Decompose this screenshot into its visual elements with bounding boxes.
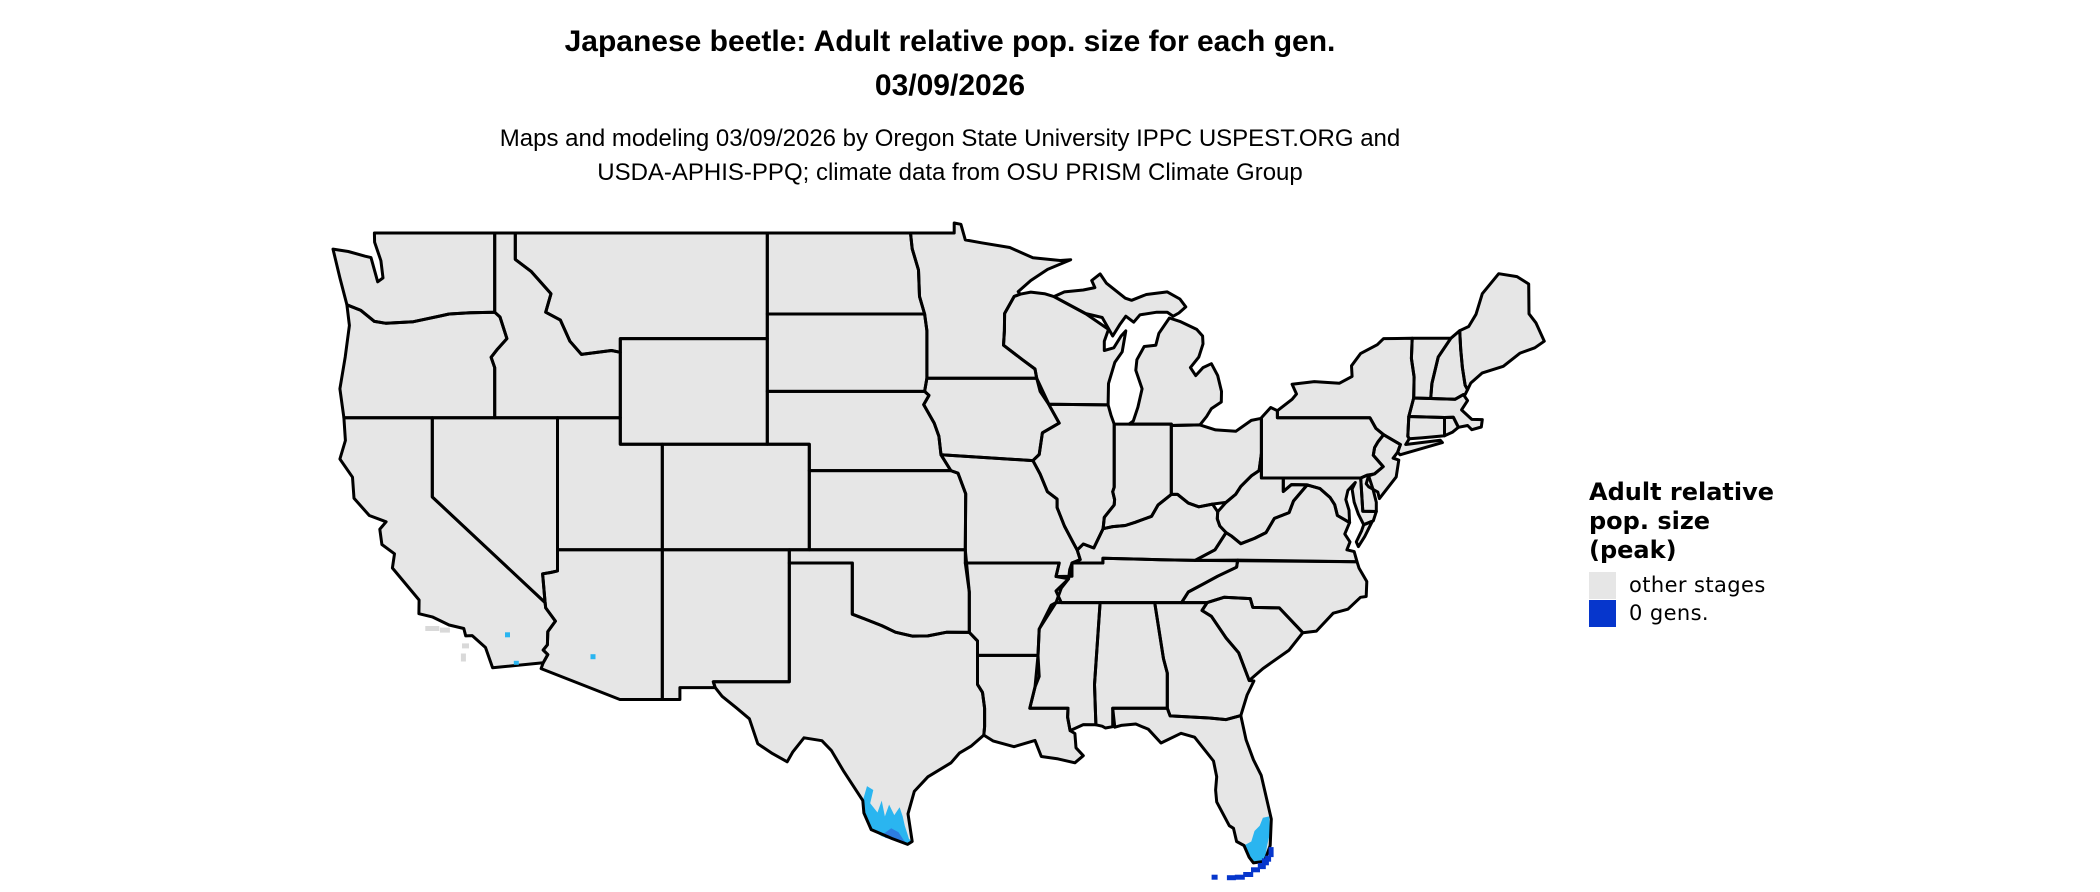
state-fill-indiana	[1103, 424, 1172, 529]
state-fill-nebraska	[767, 391, 951, 471]
legend-item-other-stages: other stages	[1589, 571, 1774, 599]
legend-title-line3: (peak)	[1589, 536, 1677, 564]
state-fill-montana	[515, 233, 768, 355]
state-fill-new-york	[1277, 338, 1443, 455]
legend-item-0-gens: 0 gens.	[1589, 599, 1774, 627]
state-fill-pennsylvania	[1261, 407, 1384, 478]
state-border-maine	[1458, 272, 1546, 392]
state-fill-georgia	[1154, 602, 1254, 720]
state-fill-missouri	[941, 454, 1081, 577]
legend-title-line1: Adult relative	[1589, 478, 1775, 506]
state-fill-washington	[333, 233, 495, 324]
state-border-north-carolina	[1180, 558, 1369, 635]
south-texas-pop-mid	[883, 828, 908, 845]
state-fill-mississippi	[1029, 602, 1101, 731]
map-title-line1: Japanese beetle: Adult relative pop. siz…	[564, 25, 1336, 58]
florida-keys-dot	[1234, 874, 1245, 880]
state-fill-tennessee	[1056, 558, 1238, 603]
florida-coast-zero-speck	[1265, 855, 1272, 862]
map-legend: Adult relative pop. size (peak) other st…	[1589, 478, 1774, 627]
state-fill-texas	[713, 563, 985, 845]
state-border-new-jersey	[1364, 433, 1402, 501]
state-fill-vermont	[1411, 338, 1451, 399]
imperial-valley-pop-low-speck	[513, 660, 519, 665]
state-fill-minnesota	[910, 223, 1071, 379]
south-florida-pop-low	[1244, 816, 1271, 863]
map-title: Japanese beetle: Adult relative pop. siz…	[0, 20, 1900, 108]
state-fill-utah	[557, 417, 663, 550]
map-title-date: 03/09/2026	[874, 69, 1026, 102]
state-border-virginia-eastern-shore	[1354, 519, 1374, 549]
state-border-michigan-upper	[1052, 272, 1188, 338]
state-fill-colorado	[662, 444, 810, 550]
state-fill-south-dakota	[767, 314, 927, 392]
state-fill-maine	[1459, 273, 1545, 390]
state-fill-ohio	[1171, 418, 1262, 507]
state-fill-michigan-lower	[1129, 318, 1222, 426]
state-fill-south-carolina	[1202, 597, 1303, 681]
state-fill-wyoming	[620, 338, 768, 445]
florida-keys-dot	[1243, 872, 1254, 877]
channel-island	[462, 643, 469, 649]
state-border-maryland	[1281, 476, 1378, 527]
state-fill-connecticut	[1407, 416, 1445, 439]
state-fill-delaware	[1360, 475, 1377, 512]
state-fill-arkansas	[965, 563, 1069, 656]
state-border-florida	[1111, 706, 1273, 865]
state-fill-north-carolina	[1181, 560, 1367, 633]
state-border-arizona	[539, 548, 664, 701]
arizona-pop-low-speck	[590, 654, 596, 660]
channel-island	[425, 626, 440, 631]
state-fill-alabama	[1094, 602, 1168, 728]
state-fill-arizona	[541, 549, 663, 700]
florida-keys-dot	[1226, 875, 1236, 881]
state-fill-iowa	[923, 378, 1060, 461]
state-fill-kentucky	[1072, 494, 1227, 563]
map-subtitle-line2: USDA-APHIS-PPQ; climate data from OSU PR…	[597, 159, 1303, 186]
state-border-michigan-lower	[1127, 316, 1223, 427]
state-fill-kansas	[809, 470, 966, 550]
florida-coast-zero-speck	[1268, 847, 1274, 858]
florida-keys-dot	[1251, 867, 1260, 873]
state-fill-massachusetts	[1408, 394, 1483, 430]
state-fill-idaho	[491, 233, 621, 418]
state-fill-oklahoma	[789, 549, 970, 637]
salton-sea-pop-low-speck	[505, 632, 510, 638]
legend-swatch-other-stages	[1589, 571, 1616, 599]
legend-label-0-gens: 0 gens.	[1629, 601, 1710, 625]
legend-title: Adult relative pop. size (peak)	[1589, 478, 1774, 565]
map-subtitle-line1: Maps and modeling 03/09/2026 by Oregon S…	[499, 125, 1401, 152]
legend-title-line2: pop. size	[1589, 507, 1711, 535]
state-fill-virginia	[1195, 484, 1357, 562]
state-fill-new-mexico	[662, 549, 790, 700]
florida-keys-dot	[1211, 874, 1218, 880]
state-fill-florida	[1112, 708, 1272, 863]
channel-island	[460, 653, 466, 662]
florida-keys-dot	[1261, 858, 1269, 866]
state-fill-nevada	[432, 417, 558, 603]
state-fill-north-dakota	[767, 233, 925, 314]
legend-label-other-stages: other stages	[1629, 573, 1766, 597]
state-fill-west-virginia	[1217, 453, 1308, 544]
state-fill-illinois	[1032, 404, 1115, 551]
state-border-texas	[711, 561, 987, 846]
legend-items: other stages 0 gens.	[1589, 571, 1774, 627]
florida-keys-dot	[1257, 863, 1266, 870]
state-fill-oregon	[339, 304, 507, 418]
legend-swatch-0-gens	[1589, 599, 1616, 627]
map-subtitle: Maps and modeling 03/09/2026 by Oregon S…	[0, 122, 1900, 190]
state-fill-california	[339, 417, 556, 668]
state-fill-new-hampshire	[1430, 330, 1468, 400]
channel-island	[439, 627, 450, 633]
